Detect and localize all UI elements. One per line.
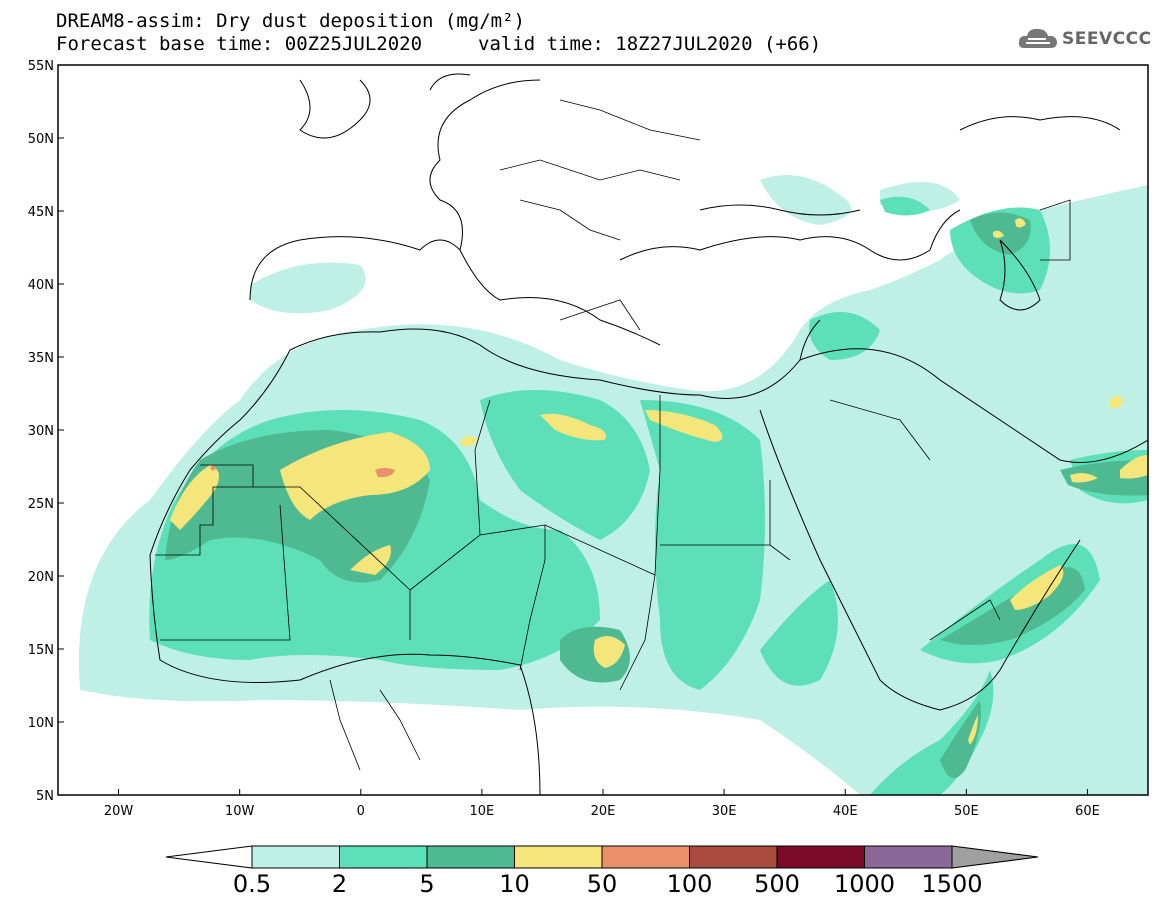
- colorbar-segment: [689, 845, 778, 869]
- colorbar-segment: [251, 845, 340, 869]
- colorbar-level-label: 0.5: [232, 870, 272, 898]
- lon-tick-label: 30E: [712, 804, 737, 819]
- lat-tick-label: 30N: [28, 424, 54, 439]
- lon-tick-label: 50E: [954, 804, 979, 819]
- colorbar-level-label: 1500: [921, 870, 983, 898]
- lat-tick-label: 25N: [28, 497, 54, 512]
- lat-tick-label: 10N: [28, 716, 54, 731]
- lon-tick-label: 40E: [833, 804, 858, 819]
- country-borders: [155, 99, 1071, 771]
- colorbar-segment: [339, 845, 428, 869]
- coastlines: [149, 73, 1148, 795]
- lat-tick-label: 45N: [28, 205, 54, 220]
- lat-tick-label: 20N: [28, 570, 54, 585]
- logo-text: SEEVCCC: [1062, 29, 1152, 49]
- lat-tick-label: 50N: [28, 132, 54, 147]
- lon-tick-label: 60E: [1075, 804, 1100, 819]
- dust-level-50: [210, 465, 395, 478]
- lat-tick-label: 40N: [28, 278, 54, 293]
- colorbar-level-label: 10: [499, 870, 530, 898]
- lon-tick-label: 0: [357, 804, 365, 819]
- colorbar-high-arrow: [951, 845, 1039, 869]
- colorbar-segment: [426, 845, 515, 869]
- colorbar-level-label: 50: [586, 870, 618, 898]
- lat-tick-label: 55N: [28, 59, 54, 74]
- seevccc-logo: SEEVCCC: [1018, 26, 1152, 52]
- colorbar-low-arrow: [165, 845, 253, 869]
- colorbar: [165, 845, 1039, 869]
- colorbar-level-label: 500: [754, 870, 800, 898]
- lon-tick-label: 10E: [470, 804, 495, 819]
- lat-tick-label: 35N: [28, 351, 54, 366]
- lon-tick-label: 10W: [225, 804, 255, 819]
- colorbar-level-label: 1000: [833, 870, 896, 898]
- axis-ticks: 55N 50N 45N 40N 35N 30N 25N 20N 15N 10N 5N 20W 10W 0 1…: [28, 59, 1100, 819]
- dust-level-10: [170, 218, 1148, 745]
- lat-tick-label: 5N: [36, 789, 54, 804]
- map-title: DREAM8-assim: Dry dust deposition (mg/m²…: [56, 10, 525, 32]
- lat-tick-label: 15N: [28, 643, 54, 658]
- forecast-base-time: Forecast base time: 00Z25JUL2020: [56, 33, 423, 55]
- colorbar-level-label: 2: [331, 870, 348, 898]
- lon-tick-label: 20E: [591, 804, 616, 819]
- colorbar-level-label: 5: [419, 870, 435, 898]
- colorbar-segment: [864, 845, 953, 869]
- cloud-logo-icon: [1018, 28, 1057, 48]
- colorbar-level-label: 100: [666, 870, 713, 898]
- colorbar-segment: [601, 845, 690, 869]
- lon-tick-label: 20W: [104, 804, 134, 819]
- colorbar-segment: [514, 845, 603, 869]
- colorbar-segment: [776, 845, 865, 869]
- valid-time: valid time: 18Z27JUL2020 (+66): [478, 33, 822, 55]
